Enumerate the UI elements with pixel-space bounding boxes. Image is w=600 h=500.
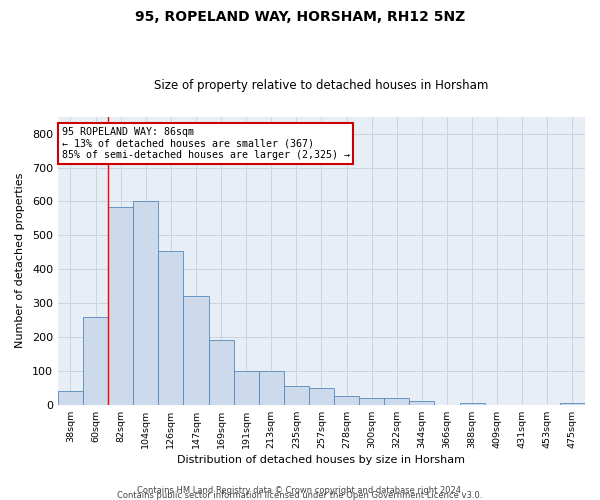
Bar <box>259 371 284 405</box>
Bar <box>184 296 209 405</box>
Bar <box>209 340 233 405</box>
Bar <box>284 386 309 405</box>
Text: 95, ROPELAND WAY, HORSHAM, RH12 5NZ: 95, ROPELAND WAY, HORSHAM, RH12 5NZ <box>135 10 465 24</box>
Y-axis label: Number of detached properties: Number of detached properties <box>15 173 25 348</box>
Bar <box>83 316 108 405</box>
Bar <box>233 371 259 405</box>
Bar <box>384 398 409 405</box>
Bar <box>409 402 434 405</box>
Bar <box>560 403 585 405</box>
Bar <box>158 250 184 405</box>
Bar <box>108 206 133 405</box>
Text: Contains HM Land Registry data © Crown copyright and database right 2024.: Contains HM Land Registry data © Crown c… <box>137 486 463 495</box>
Title: Size of property relative to detached houses in Horsham: Size of property relative to detached ho… <box>154 79 488 92</box>
Text: Contains public sector information licensed under the Open Government Licence v3: Contains public sector information licen… <box>118 491 482 500</box>
Bar <box>133 202 158 405</box>
Bar <box>359 398 384 405</box>
X-axis label: Distribution of detached houses by size in Horsham: Distribution of detached houses by size … <box>178 455 466 465</box>
Text: 95 ROPELAND WAY: 86sqm
← 13% of detached houses are smaller (367)
85% of semi-de: 95 ROPELAND WAY: 86sqm ← 13% of detached… <box>62 127 350 160</box>
Bar <box>309 388 334 405</box>
Bar <box>58 392 83 405</box>
Bar <box>460 403 485 405</box>
Bar <box>334 396 359 405</box>
